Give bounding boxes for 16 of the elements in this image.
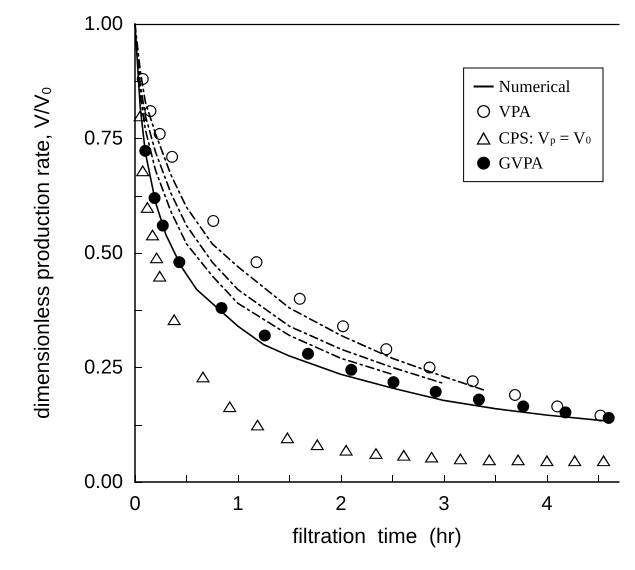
y-tick-label: 0.25 <box>84 356 123 378</box>
x-tick-label: 4 <box>541 493 552 515</box>
legend-label: CPS: Vp = V0 <box>498 128 591 148</box>
y-axis-title: dimensionless production rate, V/V0 <box>31 87 54 419</box>
x-tick-label: 3 <box>438 493 450 515</box>
y-tick-label: 0.00 <box>84 471 123 493</box>
legend-label: VPA <box>498 102 532 121</box>
x-tick-label: 2 <box>335 493 347 515</box>
legend-label: GVPA <box>498 154 544 173</box>
y-tick-label: 1.00 <box>84 13 123 35</box>
x-tick-label: 1 <box>232 493 244 515</box>
x-axis-title: filtration time (hr) <box>292 525 462 548</box>
y-tick-label: 0.50 <box>84 242 123 264</box>
y-tick-label: 0.75 <box>84 128 123 150</box>
legend-label: Numerical <box>498 77 571 96</box>
x-tick-label: 0 <box>129 493 141 515</box>
